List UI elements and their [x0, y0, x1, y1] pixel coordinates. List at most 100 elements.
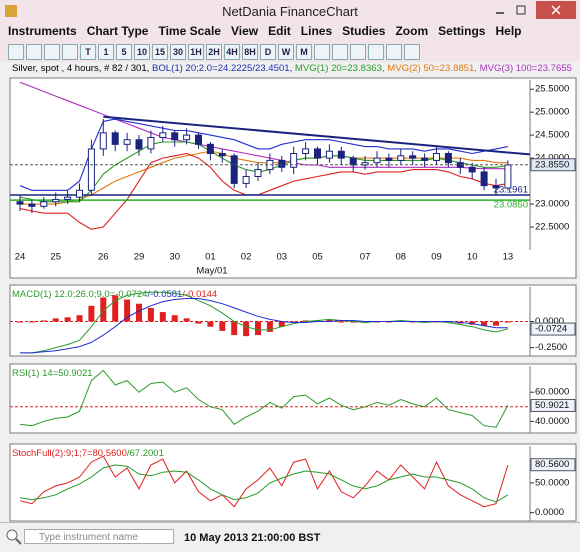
maximize-button[interactable]: [516, 5, 526, 15]
x-tick-label: 05: [312, 252, 323, 263]
candle-body: [421, 157, 429, 161]
candle-body: [480, 171, 488, 187]
candle-body: [218, 153, 226, 157]
candle-body: [397, 155, 405, 161]
last-price-box: [530, 158, 576, 172]
menu-item[interactable]: Studies: [342, 24, 386, 38]
y-tick-label: 25.0000: [535, 107, 569, 118]
candle-body: [230, 155, 238, 184]
overlay-line: [19, 81, 508, 170]
histogram-bar: [195, 321, 202, 324]
timescale-button[interactable]: 30: [170, 44, 186, 60]
tool-icon[interactable]: [8, 44, 24, 60]
candle-body: [373, 157, 381, 164]
histogram-bar: [88, 305, 95, 322]
timescale-button[interactable]: 5: [116, 44, 132, 60]
candle-body: [492, 185, 500, 189]
menu-item[interactable]: Time Scale: [158, 24, 221, 38]
menu-item[interactable]: Edit: [268, 24, 291, 38]
tool-icon[interactable]: [368, 44, 384, 60]
header-part: MVG(3) 100=23.7655: [477, 63, 572, 74]
timescale-button[interactable]: 1: [98, 44, 114, 60]
menu-item[interactable]: Lines: [300, 24, 333, 38]
candle-body: [433, 153, 440, 161]
menu-item[interactable]: View: [230, 24, 259, 38]
histogram-bar: [124, 299, 131, 322]
tool-icon[interactable]: [314, 44, 330, 60]
menu-item[interactable]: Instruments: [8, 24, 77, 38]
candle-body: [159, 132, 167, 138]
timescale-button[interactable]: W: [278, 44, 294, 60]
timescale-button[interactable]: 1H: [188, 44, 204, 60]
x-tick-label: 01: [205, 252, 216, 263]
x-tick-label: 10: [467, 252, 478, 263]
header-part: StochFull(2):9;1;7=80.5600: [12, 448, 127, 459]
histogram-bar: [493, 321, 499, 326]
menu-item[interactable]: Help: [495, 24, 522, 38]
timescale-button[interactable]: 2H: [206, 44, 222, 60]
last-value-box: [530, 398, 576, 412]
toolbar: T 1 5 10 15 30 1H 2H 4H 8H D W M: [8, 43, 420, 61]
candle-body: [135, 139, 143, 150]
tool-icon[interactable]: [332, 44, 348, 60]
x-tick-label: 30: [169, 252, 180, 263]
candle-body: [123, 139, 131, 145]
candle-body: [468, 166, 476, 173]
tool-icon[interactable]: [350, 44, 366, 60]
histogram-bar: [219, 321, 226, 331]
candle-body: [52, 198, 60, 203]
tool-icon[interactable]: [404, 44, 420, 60]
tool-icon[interactable]: [26, 44, 42, 60]
menu-item[interactable]: Zoom: [395, 24, 429, 38]
trendline: [103, 115, 531, 156]
y-tick-label: 40.0000: [535, 416, 569, 427]
candle-body: [302, 148, 310, 155]
timescale-button[interactable]: D: [260, 44, 276, 60]
candle-body: [171, 132, 179, 141]
histogram-bar: [183, 318, 190, 322]
header-part: MVG(2) 50=23.8851,: [385, 63, 477, 74]
histogram-bar: [231, 321, 238, 336]
last-value-box: [530, 322, 576, 336]
status-bar: Type instrument name 10 May 2013 21:00:0…: [0, 522, 580, 552]
histogram-bar: [64, 317, 71, 322]
x-tick-label: 08: [396, 252, 407, 263]
menu-item[interactable]: Settings: [438, 24, 486, 38]
overlay-line: [19, 118, 509, 191]
timescale-button[interactable]: 8H: [242, 44, 258, 60]
timescale-button[interactable]: M: [296, 44, 312, 60]
x-tick-label: 24: [15, 252, 26, 263]
tool-icon[interactable]: [386, 44, 402, 60]
y-tick-label: 24.5000: [535, 130, 569, 141]
panel-header: RSI(1) 14=50.9021: [12, 368, 93, 379]
histogram-bar: [266, 321, 273, 332]
histogram-bar: [28, 321, 35, 323]
timescale-button[interactable]: 10: [134, 44, 150, 60]
header-part: /-0.0144: [182, 289, 217, 300]
panel-frame: [9, 363, 577, 434]
header-part: /67.2001: [127, 448, 164, 459]
tool-icon[interactable]: [62, 44, 78, 60]
y-tick-label: -0.2500: [535, 342, 567, 353]
instrument-search[interactable]: Type instrument name: [24, 529, 174, 544]
timescale-button[interactable]: 4H: [224, 44, 240, 60]
histogram-bar: [112, 295, 119, 322]
timescale-button[interactable]: 15: [152, 44, 168, 60]
histogram-bar: [159, 312, 166, 322]
candle-body: [409, 155, 417, 159]
y-tick-label: 0.0000: [535, 316, 564, 327]
timescale-button[interactable]: T: [80, 44, 96, 60]
last-price-label: 23.8550: [535, 159, 569, 170]
title-bar: NetDania FinanceChart: [0, 0, 580, 22]
last-value-label: -0.0724: [535, 324, 567, 335]
candle-body: [325, 150, 333, 159]
close-icon: [551, 5, 561, 15]
candle-body: [278, 159, 286, 168]
candle-body: [242, 175, 250, 184]
x-tick-label: 29: [134, 252, 145, 263]
menu-item[interactable]: Chart Type: [86, 24, 149, 38]
y-tick-label: 22.5000: [535, 222, 569, 233]
header-part: RSI(1) 14=50.9021: [12, 368, 93, 379]
tool-icon[interactable]: [44, 44, 60, 60]
